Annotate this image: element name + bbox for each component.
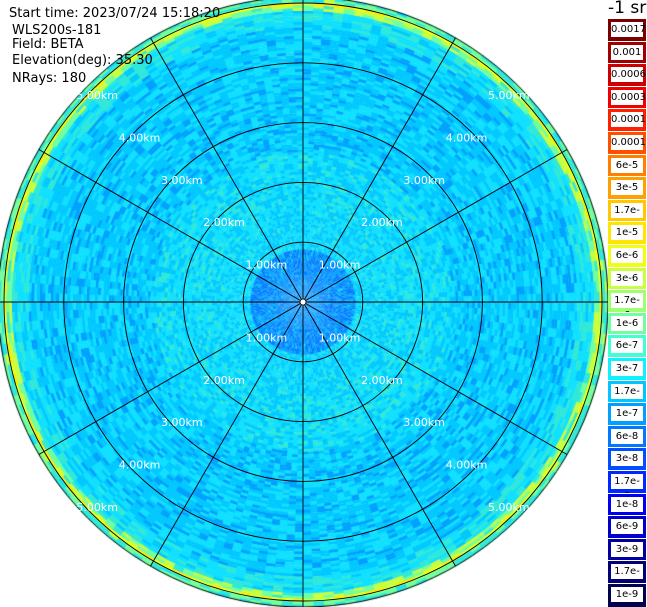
- range-label-225-5: 5.00km: [76, 501, 118, 514]
- range-label-225-3: 3.00km: [161, 416, 203, 429]
- range-label-45-2: 2.00km: [361, 216, 403, 229]
- colorbar-label: 3e-9: [611, 541, 643, 557]
- center-marker: [299, 298, 307, 306]
- azimuth-spoke-330: [150, 37, 304, 303]
- azimuth-spoke-210: [150, 301, 304, 567]
- colorbar-label: 0.001: [611, 44, 643, 60]
- colorbar-label: 0.0017: [611, 22, 646, 37]
- range-label-315-1: 1.00km: [246, 258, 288, 271]
- azimuth-spoke-240: [38, 301, 304, 455]
- colorbar-label: 6e-9: [611, 519, 643, 535]
- colorbar-label: 0.00017: [611, 112, 647, 128]
- colorbar-label: 1e-9: [611, 587, 643, 602]
- range-label-225-4: 4.00km: [119, 459, 161, 472]
- colorbar-label: 0.0006: [611, 67, 646, 83]
- colorbar-label: 1e-8: [611, 496, 643, 512]
- colorbar-label: 6e-6: [611, 248, 643, 263]
- colorbar-label: 1e-7: [611, 406, 643, 422]
- colorbar-label: 1e-5: [611, 225, 643, 241]
- colorbar-label: 3e-7: [611, 361, 643, 376]
- range-label-45-3: 3.00km: [403, 174, 445, 187]
- range-label-315-3: 3.00km: [161, 174, 203, 187]
- range-label-135-2: 2.00km: [361, 374, 403, 387]
- azimuth-spoke-300: [38, 149, 304, 303]
- range-label-315-5: 5.00km: [76, 89, 118, 102]
- elevation-label: Elevation(deg): 35.30: [12, 53, 153, 68]
- colorbar-label: 6e-7: [611, 338, 643, 354]
- range-labels: 1.00km 2.00km 3.00km 4.00km 5.00km 1.00km 2.00…: [76, 89, 529, 514]
- range-label-135-4: 4.00km: [446, 459, 488, 472]
- range-label-135-1: 1.00km: [319, 332, 361, 345]
- instrument-label: WLS200s-181: [12, 23, 102, 38]
- colorbar-label: 0.0001: [611, 135, 646, 150]
- range-label-225-1: 1.00km: [246, 332, 288, 345]
- range-label-225-2: 2.00km: [203, 374, 245, 387]
- azimuth-spoke-150: [302, 301, 456, 567]
- azimuth-spoke-30: [302, 37, 456, 303]
- colorbar-label: 1.7e-9: [611, 564, 643, 592]
- nrays-label: NRays: 180: [12, 71, 87, 86]
- start-time-label: Start time: 2023/07/24 15:18:20: [9, 6, 221, 21]
- azimuth-spokes: [0, 0, 608, 607]
- colorbar-label: 1.7e-6: [611, 293, 643, 321]
- colorbar-label: 1.7e-5: [611, 202, 643, 231]
- azimuth-spoke-120: [302, 301, 568, 455]
- range-label-315-4: 4.00km: [119, 132, 161, 145]
- colorbar-label: 6e-5: [611, 157, 643, 173]
- range-label-45-4: 4.00km: [446, 132, 488, 145]
- azimuth-spoke-60: [302, 149, 568, 303]
- colorbar-label: 1.7e-7: [611, 383, 643, 412]
- range-label-45-5: 5.00km: [488, 89, 530, 102]
- colorbar-label: 1e-6: [611, 315, 643, 331]
- colorbar-label: 6e-8: [611, 428, 643, 444]
- colorbar-label: 3e-8: [611, 451, 643, 467]
- range-label-315-2: 2.00km: [203, 216, 245, 229]
- range-label-45-1: 1.00km: [319, 258, 361, 271]
- colorbar-title: -1 sr: [608, 0, 647, 18]
- colorbar-label: 0.0003: [611, 89, 646, 105]
- range-label-135-3: 3.00km: [403, 416, 445, 429]
- field-label: Field: BETA: [12, 37, 84, 52]
- range-label-135-5: 5.00km: [488, 501, 530, 514]
- colorbar-label: 3e-6: [611, 270, 643, 286]
- colorbar-label: 1.7e-8: [611, 474, 643, 502]
- colorbar-label: 3e-5: [611, 180, 643, 196]
